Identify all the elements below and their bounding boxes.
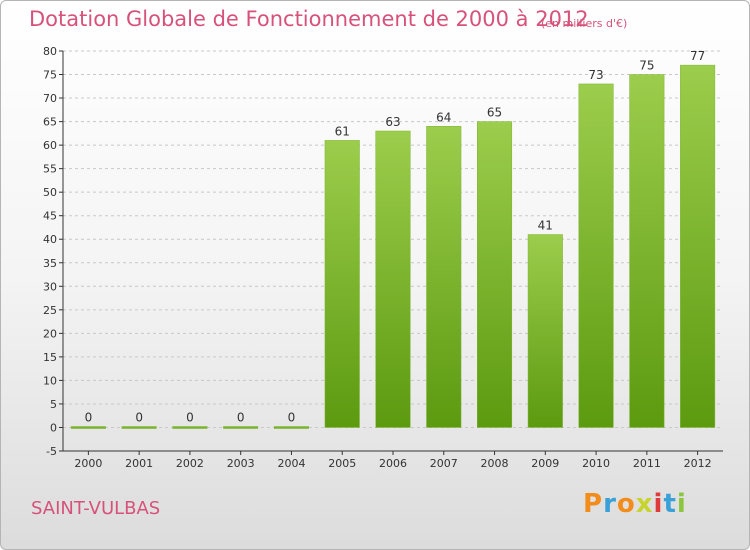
x-tick-label: 2001 [125, 457, 153, 470]
data-label: 0 [85, 410, 93, 424]
y-tick-label: 75 [43, 69, 57, 82]
y-tick-label: 55 [43, 163, 57, 176]
data-label: 65 [487, 106, 502, 120]
x-tick-label: 2007 [430, 457, 458, 470]
bar [172, 426, 208, 429]
bar [629, 74, 665, 428]
bar [578, 83, 614, 428]
y-tick-label: 5 [50, 398, 57, 411]
data-label: 0 [186, 410, 194, 424]
y-tick-label: 50 [43, 186, 57, 199]
y-tick-label: 15 [43, 351, 57, 364]
proxiti-logo[interactable]: Proxiti [583, 489, 687, 519]
logo-letter: P [583, 489, 604, 519]
data-label: 75 [639, 59, 654, 73]
data-label: 61 [335, 124, 350, 138]
bar [426, 126, 462, 428]
x-tick-label: 2009 [531, 457, 559, 470]
chart-title: Dotation Globale de Fonctionnement de 20… [29, 7, 589, 31]
data-label: 41 [538, 219, 553, 233]
x-tick-label: 2003 [227, 457, 255, 470]
y-tick-label: 20 [43, 327, 57, 340]
bar [273, 426, 309, 429]
data-label: 77 [690, 49, 705, 63]
bar [121, 426, 157, 429]
data-label: 0 [135, 410, 143, 424]
bar [223, 426, 259, 429]
y-tick-label: 80 [43, 45, 57, 58]
x-tick-label: 2011 [633, 457, 661, 470]
commune-name: SAINT-VULBAS [31, 498, 161, 519]
x-tick-label: 2010 [582, 457, 610, 470]
y-tick-label: 10 [43, 374, 57, 387]
bar [324, 140, 360, 428]
y-tick-label: -5 [46, 445, 57, 458]
logo-letter: x [635, 489, 654, 519]
y-tick-label: 60 [43, 139, 57, 152]
data-label: 63 [385, 115, 400, 129]
y-tick-label: 0 [50, 421, 57, 434]
logo-letter: i [653, 489, 664, 519]
logo-letter: t [663, 489, 677, 519]
logo-letter: r [603, 489, 617, 519]
y-tick-label: 25 [43, 304, 57, 317]
y-tick-label: 65 [43, 116, 57, 129]
logo-letter: o [616, 489, 636, 519]
chart-unit: (en milliers d'€) [541, 17, 628, 30]
y-tick-label: 45 [43, 210, 57, 223]
y-tick-label: 35 [43, 257, 57, 270]
bar-layer [70, 64, 716, 429]
logo-letter: i [676, 489, 687, 519]
y-tick-label: 70 [43, 92, 57, 105]
bar [70, 426, 106, 429]
bar [527, 234, 563, 428]
y-tick-label: 30 [43, 280, 57, 293]
bar [680, 64, 716, 428]
x-tick-label: 2008 [481, 457, 509, 470]
bar [477, 121, 513, 428]
x-tick-label: 2006 [379, 457, 407, 470]
label-layer: -5 0 5 10 15 20 25 30 35 40 45 50 55 60 65 70 75 80 0 2000 0… [43, 45, 712, 470]
axis-layer [59, 50, 723, 455]
data-label: 64 [436, 110, 451, 124]
x-tick-label: 2000 [74, 457, 102, 470]
data-label: 0 [288, 410, 296, 424]
x-tick-label: 2004 [277, 457, 305, 470]
x-tick-label: 2005 [328, 457, 356, 470]
x-tick-label: 2012 [684, 457, 712, 470]
data-label: 73 [588, 68, 603, 82]
bar [375, 130, 411, 428]
data-label: 0 [237, 410, 245, 424]
x-tick-label: 2002 [176, 457, 204, 470]
y-tick-label: 40 [43, 233, 57, 246]
